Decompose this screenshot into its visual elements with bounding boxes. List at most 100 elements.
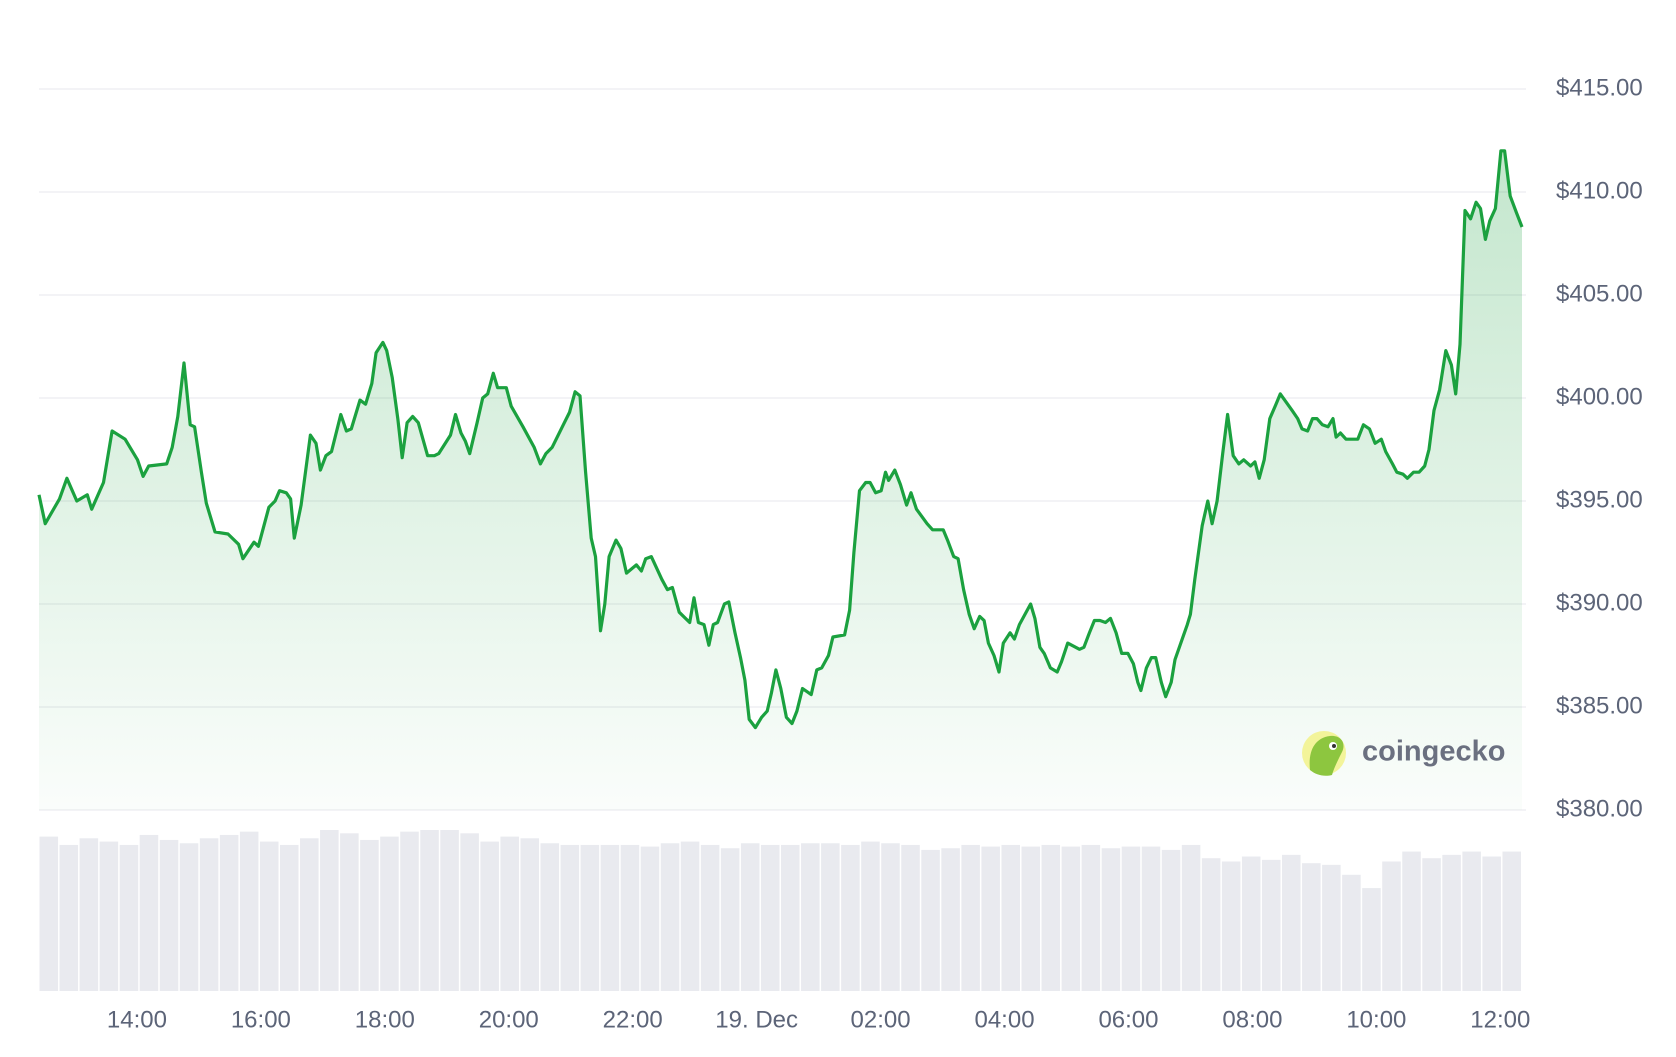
- volume-bar: [881, 843, 900, 991]
- volume-bar: [580, 844, 600, 991]
- x-tick-label: 02:00: [851, 1006, 911, 1033]
- volume-bar: [119, 844, 139, 991]
- volume-bar: [360, 839, 379, 991]
- volume-bar: [841, 844, 860, 991]
- volume-bar: [1021, 846, 1041, 991]
- volume-bar: [981, 846, 1000, 991]
- price-area: [39, 150, 1522, 811]
- price-line: [37, 149, 1524, 730]
- y-tick-label: $410.00: [1556, 177, 1643, 204]
- volume-bar: [219, 834, 239, 991]
- volume-bar: [1362, 888, 1381, 991]
- volume-bar: [821, 843, 840, 991]
- volume-bar: [1342, 874, 1361, 991]
- y-tick-label: $395.00: [1556, 486, 1643, 513]
- volume-bar: [1482, 856, 1501, 991]
- x-tick-label: 06:00: [1098, 1006, 1158, 1033]
- volume-bar: [1101, 848, 1121, 991]
- volume-bar: [520, 838, 540, 991]
- x-tick-label: 04:00: [974, 1006, 1034, 1033]
- volume-bar: [480, 841, 499, 991]
- volume-bars: [39, 829, 1521, 991]
- watermark: coingecko: [1302, 731, 1505, 776]
- x-tick-label: 12:00: [1470, 1006, 1530, 1033]
- volume-bar: [460, 833, 479, 991]
- x-tick-label: 20:00: [479, 1006, 539, 1033]
- x-tick-label: 16:00: [231, 1006, 291, 1033]
- volume-bar: [300, 838, 319, 991]
- volume-bar: [1261, 859, 1281, 991]
- volume-bar: [640, 846, 660, 991]
- volume-bar: [620, 844, 640, 991]
- volume-bar: [1442, 854, 1461, 991]
- y-tick-label: $385.00: [1556, 692, 1643, 719]
- volume-bar: [680, 841, 700, 991]
- volume-bar: [179, 843, 199, 991]
- volume-bar: [700, 844, 720, 991]
- volume-bar: [79, 838, 99, 991]
- volume-bar: [941, 848, 960, 991]
- volume-bar: [660, 843, 680, 991]
- volume-bar: [901, 844, 920, 991]
- volume-bar: [1001, 844, 1020, 991]
- axes: $380.00 $385.00 $390.00 $395.00 $400.00 $405.…: [107, 74, 1643, 1033]
- volume-bar: [199, 838, 219, 991]
- volume-bar: [740, 843, 760, 991]
- volume-bar: [340, 833, 359, 991]
- volume-bar: [1422, 858, 1441, 991]
- volume-bar: [1041, 844, 1061, 991]
- x-tick-label: 08:00: [1222, 1006, 1282, 1033]
- volume-bar: [500, 836, 519, 991]
- y-tick-label: $415.00: [1556, 74, 1643, 101]
- volume-bar: [59, 844, 79, 991]
- volume-bar: [1502, 851, 1521, 991]
- x-tick-label: 19. Dec: [715, 1006, 798, 1033]
- y-tick-label: $380.00: [1556, 795, 1643, 822]
- x-tick-label: 22:00: [603, 1006, 663, 1033]
- volume-bar: [1201, 858, 1221, 991]
- volume-bar: [1462, 851, 1481, 991]
- volume-bar: [921, 849, 940, 991]
- volume-bar: [1402, 851, 1421, 991]
- volume-bar: [259, 841, 279, 991]
- volume-bar: [560, 844, 580, 991]
- volume-bar: [1221, 861, 1241, 991]
- volume-bar: [961, 844, 980, 991]
- watermark-text: coingecko: [1362, 736, 1505, 768]
- volume-bar: [239, 831, 259, 991]
- volume-bar: [781, 844, 800, 991]
- volume-bar: [279, 844, 299, 991]
- volume-bar: [159, 839, 179, 991]
- volume-bar: [1121, 846, 1141, 991]
- volume-bar: [540, 843, 560, 991]
- y-tick-label: $405.00: [1556, 280, 1643, 307]
- volume-bar: [380, 836, 399, 991]
- volume-bar: [139, 834, 159, 991]
- volume-bar: [320, 829, 339, 991]
- volume-bar: [1141, 846, 1161, 991]
- volume-bar: [801, 843, 820, 991]
- volume-bar: [1061, 846, 1081, 991]
- volume-bar: [440, 829, 459, 991]
- volume-bar: [720, 848, 740, 991]
- x-tick-label: 14:00: [107, 1006, 167, 1033]
- volume-bar: [600, 844, 620, 991]
- volume-bar: [1181, 844, 1201, 991]
- x-tick-label: 18:00: [355, 1006, 415, 1033]
- volume-bar: [1282, 854, 1301, 991]
- volume-bar: [1382, 861, 1401, 991]
- volume-bar: [1302, 863, 1321, 991]
- volume-bar: [400, 831, 419, 991]
- volume-bar: [99, 841, 119, 991]
- y-tick-label: $390.00: [1556, 589, 1643, 616]
- volume-bar: [1161, 849, 1181, 991]
- volume-bar: [39, 836, 59, 991]
- plot: [37, 149, 1524, 811]
- x-tick-label: 10:00: [1346, 1006, 1406, 1033]
- logo-pupil: [1332, 744, 1336, 748]
- volume-bar: [861, 841, 880, 991]
- volume-bar: [760, 844, 780, 991]
- y-tick-label: $400.00: [1556, 383, 1643, 410]
